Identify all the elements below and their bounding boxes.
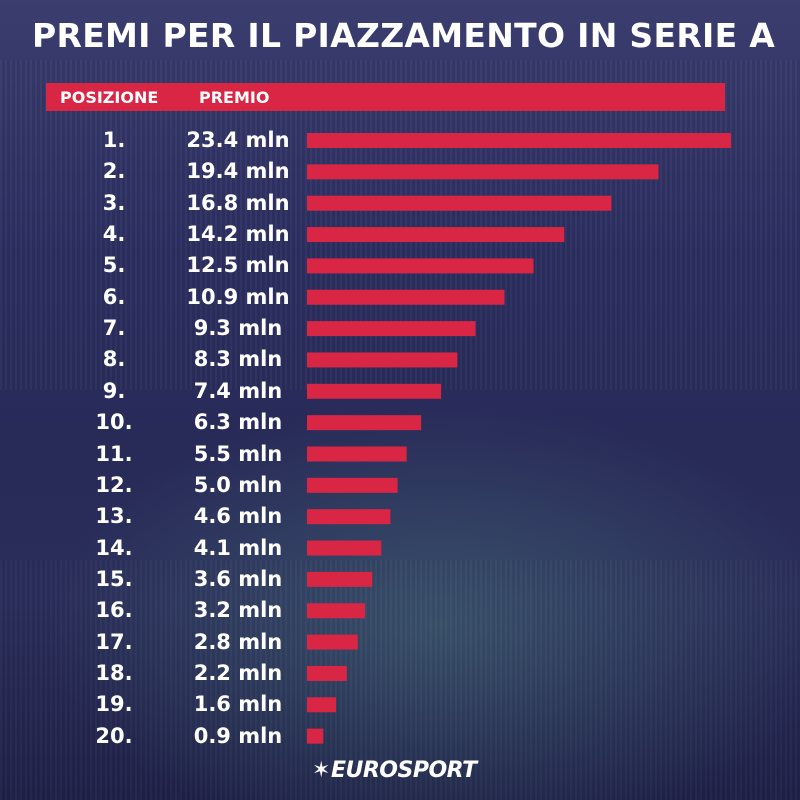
bar-18 [307,665,347,681]
value-label: 19.4 mln [186,159,290,184]
rank-label: 8. [102,347,126,372]
bar-10 [307,415,422,431]
bar-6 [307,289,505,305]
rank-label: 12. [95,472,133,497]
rank-label: 1. [102,128,126,152]
value-label: 2.2 mln [193,660,283,685]
bar-11 [307,446,407,462]
value-label: 2.8 mln [193,629,283,654]
rank-label: 14. [95,535,133,560]
rank-label: 18. [95,660,133,685]
rank-label: 10. [95,410,133,435]
rank-label: 15. [95,566,133,591]
value-label: 3.2 mln [193,598,283,623]
bar-20 [307,728,324,744]
value-label: 8.3 mln [193,347,283,372]
rank-label: 5. [102,253,126,278]
bar-5 [307,258,534,274]
bar-12 [307,477,398,493]
bar-1 [307,133,731,148]
bar-15 [307,571,373,587]
bar-8 [307,352,458,368]
bar-13 [307,509,391,525]
value-label: 14.2 mln [186,222,290,247]
rank-label: 13. [95,504,133,529]
value-label: 0.9 mln [193,723,283,748]
value-label: 9.3 mln [193,316,283,341]
rank-label: 11. [95,441,133,466]
value-label: 7.4 mln [193,378,283,403]
value-label: 5.5 mln [193,441,283,466]
value-label: 23.4 mln [186,128,290,152]
rank-label: 7. [102,316,126,341]
value-label: 12.5 mln [186,253,290,278]
rank-label: 3. [102,190,126,215]
rank-label: 4. [102,222,126,247]
value-label: 6.3 mln [193,410,283,435]
value-label: 10.9 mln [186,284,290,309]
rank-label: 9. [102,378,126,403]
column-header-position: POSIZIONE [60,88,159,107]
value-label: 1.6 mln [193,692,283,717]
bar-3 [307,195,612,211]
rank-label: 6. [102,284,126,309]
rank-label: 16. [95,598,133,623]
value-label: 4.6 mln [193,504,283,529]
bar-17 [307,634,358,650]
rank-label: 20. [95,723,133,748]
bar-2 [307,164,659,180]
star-icon: ✶ [312,758,330,783]
column-header-prize: PREMIO [199,88,270,107]
rank-label: 2. [102,159,126,184]
value-label: 16.8 mln [186,190,290,215]
value-label: 3.6 mln [193,566,283,591]
bar-9 [307,383,442,399]
logo-text: EUROSPORT [330,758,477,783]
rank-label: 19. [95,692,133,717]
chart-title: PREMI PER IL PIAZZAMENTO IN SERIE A [32,16,776,55]
bar-16 [307,603,365,619]
bar-7 [307,321,476,337]
bar-4 [307,227,565,243]
rank-label: 17. [95,629,133,654]
column-header-bar [46,83,725,111]
value-label: 4.1 mln [193,535,283,560]
eurosport-logo: ✶EUROSPORT [312,758,477,788]
bar-19 [307,697,336,713]
stadium-stands-lower [0,560,800,800]
bar-14 [307,540,382,556]
value-label: 5.0 mln [193,472,283,497]
